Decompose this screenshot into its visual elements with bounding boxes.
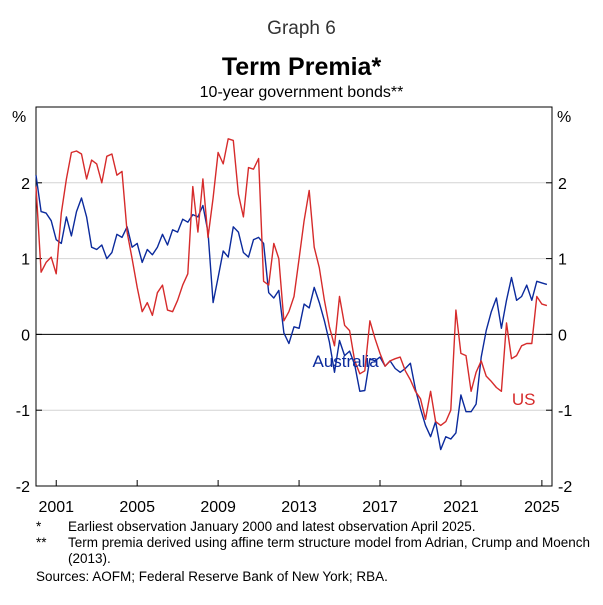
footnote-2: ** Term premia derived using affine term…: [36, 535, 596, 567]
sources-line: Sources: AOFM; Federal Reserve Bank of N…: [36, 569, 388, 584]
series-label-australia: Australia: [313, 352, 380, 371]
chart-title: Term Premia*: [221, 53, 382, 81]
y-tick-label-left: -1: [16, 403, 30, 420]
series-line-us: [35, 138, 548, 427]
x-tick-label: 2025: [524, 499, 560, 516]
x-tick-label: 2009: [200, 499, 236, 516]
y-tick-label-left: 1: [21, 252, 30, 269]
x-tick-label: 2013: [281, 499, 317, 516]
y-tick-label-left: 2: [21, 176, 30, 193]
series-line-australia: [35, 175, 548, 451]
y-tick-label-left: 0: [21, 327, 30, 344]
footnote-marker: *: [36, 519, 42, 534]
y-tick-label-right: 2: [558, 176, 567, 193]
footnote-marker: **: [36, 535, 47, 550]
x-tick-label: 2001: [38, 499, 74, 516]
footnote-1: * Earliest observation January 2000 and …: [36, 519, 596, 535]
y-tick-label-right: -2: [558, 479, 572, 496]
notes-section: * Earliest observation January 2000 and …: [36, 519, 596, 585]
x-tick-label: 2005: [119, 499, 155, 516]
chart-subtitle: 10-year government bonds**: [199, 84, 404, 101]
y-axis-unit-right: %: [557, 109, 571, 126]
series-label-us: US: [512, 390, 536, 409]
footnote-text: Term premia derived using affine term st…: [68, 535, 590, 566]
y-tick-label-left: -2: [16, 479, 30, 496]
y-tick-label-right: 1: [558, 252, 567, 269]
y-tick-label-right: 0: [558, 327, 567, 344]
graph-number: Graph 6: [267, 18, 336, 39]
plot-frame: [35, 106, 553, 487]
footnote-text: Earliest observation January 2000 and la…: [68, 519, 476, 534]
y-tick-label-right: -1: [558, 403, 572, 420]
x-tick-label: 2017: [362, 499, 398, 516]
y-axis-unit-left: %: [12, 109, 26, 126]
x-tick-label: 2021: [443, 499, 479, 516]
